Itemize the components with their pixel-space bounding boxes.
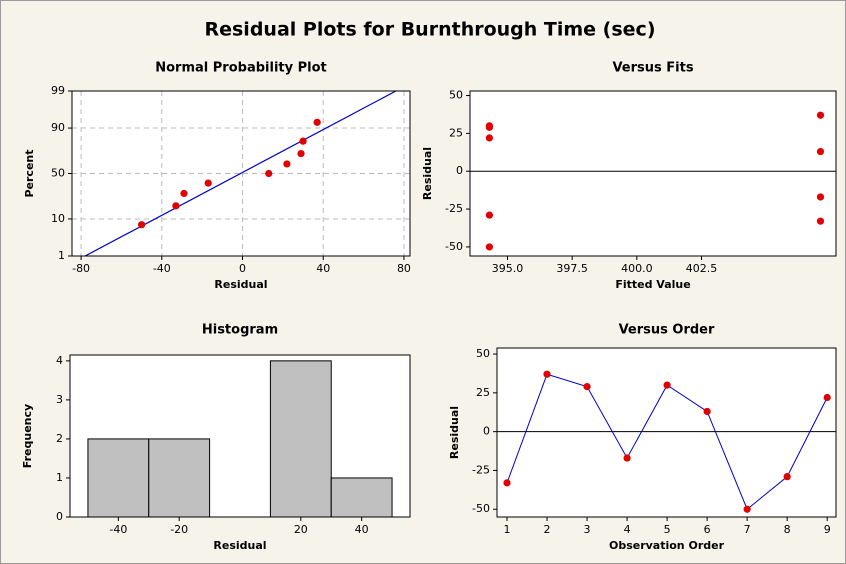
x-tick-label: 2 xyxy=(544,523,551,536)
x-tick-label: 80 xyxy=(397,262,411,275)
point xyxy=(783,473,791,481)
y-tick-label: -25 xyxy=(472,463,490,476)
x-tick-label: 3 xyxy=(584,523,591,536)
y-tick-label: 99 xyxy=(51,84,65,97)
x-axis-label: Residual xyxy=(214,278,267,291)
point xyxy=(297,149,305,158)
y-tick-label: 2 xyxy=(56,432,63,445)
point xyxy=(204,179,212,187)
bar xyxy=(330,477,393,518)
y-tick-label: 4 xyxy=(56,354,63,367)
chart-title: Normal Probability Plot xyxy=(155,61,327,76)
point xyxy=(180,189,188,198)
point xyxy=(265,169,273,178)
bar xyxy=(87,438,150,518)
x-axis-label: Fitted Value xyxy=(615,278,690,291)
y-axis-label: Percent xyxy=(23,149,36,197)
point xyxy=(138,221,146,229)
y-tick-label: 1 xyxy=(58,249,65,262)
x-axis-label: Residual xyxy=(213,539,266,552)
point xyxy=(485,134,493,142)
point xyxy=(313,118,321,126)
y-tick-label: 1 xyxy=(56,471,63,484)
point xyxy=(299,137,307,145)
plot-area xyxy=(470,91,836,256)
bar xyxy=(148,438,211,518)
point xyxy=(823,393,831,402)
point xyxy=(543,370,551,378)
point xyxy=(485,122,493,130)
x-tick-label: 400.0 xyxy=(621,262,653,275)
y-tick-label: 0 xyxy=(483,425,490,438)
x-tick-label: 9 xyxy=(824,523,831,536)
x-tick-label: 40 xyxy=(355,523,369,536)
x-tick-label: -20 xyxy=(170,523,188,536)
x-tick-label: 4 xyxy=(624,523,631,536)
y-tick-label: 25 xyxy=(449,126,463,139)
x-tick-label: 0 xyxy=(239,262,246,275)
y-axis-label: Residual xyxy=(421,147,434,200)
point xyxy=(485,243,493,251)
x-tick-label: 395.0 xyxy=(492,262,524,275)
y-tick-label: -50 xyxy=(445,240,463,253)
plot-frame xyxy=(69,354,411,518)
chart-title: Histogram xyxy=(202,323,278,338)
x-tick-label: 5 xyxy=(664,523,671,536)
plot-frame xyxy=(469,90,837,257)
point xyxy=(816,193,825,201)
x-tick-label: -80 xyxy=(72,262,90,275)
y-tick-label: 25 xyxy=(476,386,490,399)
point xyxy=(283,160,291,168)
fit-line xyxy=(84,91,397,256)
x-tick-label: 7 xyxy=(744,523,751,536)
y-tick-label: 50 xyxy=(476,347,490,360)
y-tick-label: -25 xyxy=(445,202,463,215)
point xyxy=(816,147,825,156)
x-tick-label: 40 xyxy=(316,262,330,275)
point xyxy=(485,211,493,219)
y-tick-label: 50 xyxy=(51,167,65,180)
x-tick-label: 402.5 xyxy=(686,262,718,275)
point xyxy=(663,381,671,389)
point xyxy=(503,479,511,487)
point xyxy=(703,407,711,416)
point xyxy=(816,217,825,225)
y-tick-label: 10 xyxy=(51,212,65,225)
x-axis-label: Observation Order xyxy=(609,539,725,552)
point xyxy=(816,111,825,119)
y-tick-label: 90 xyxy=(51,121,65,134)
y-tick-label: 0 xyxy=(456,164,463,177)
y-axis-label: Residual xyxy=(448,406,461,459)
y-tick-label: 3 xyxy=(56,393,63,406)
x-tick-label: 8 xyxy=(784,523,791,536)
main-title: Residual Plots for Burnthrough Time (sec… xyxy=(204,19,655,41)
x-tick-label: 6 xyxy=(704,523,711,536)
y-tick-label: 50 xyxy=(449,89,463,102)
y-tick-label: -50 xyxy=(472,502,490,515)
x-tick-label: 20 xyxy=(294,523,308,536)
x-tick-label: 397.5 xyxy=(556,262,588,275)
chart-title: Versus Fits xyxy=(612,61,693,76)
x-tick-label: 1 xyxy=(504,523,511,536)
chart-title: Versus Order xyxy=(619,323,715,338)
y-axis-label: Frequency xyxy=(21,404,34,468)
x-tick-label: -40 xyxy=(153,262,171,275)
point xyxy=(172,202,180,210)
plot-frame xyxy=(71,90,411,257)
point xyxy=(583,383,591,391)
point xyxy=(743,505,751,513)
point xyxy=(623,454,631,462)
y-tick-label: 0 xyxy=(56,510,63,523)
plot-frame xyxy=(496,347,837,518)
x-tick-label: -40 xyxy=(109,523,127,536)
bar xyxy=(269,360,332,518)
